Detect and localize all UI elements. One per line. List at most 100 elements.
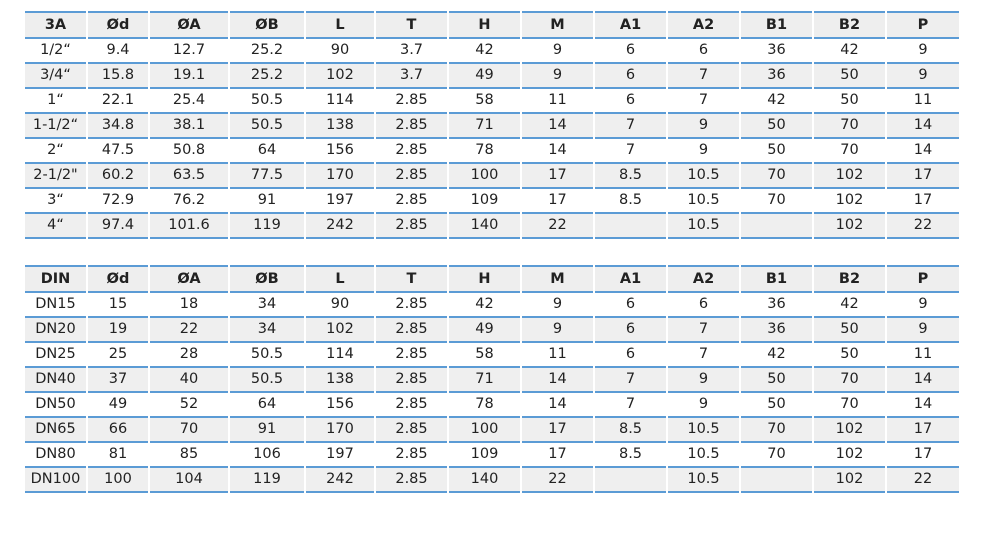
table-cell: 42 — [449, 293, 520, 318]
column-header: M — [522, 265, 593, 293]
table-cell — [595, 214, 666, 239]
table-cell: 15.8 — [88, 64, 148, 89]
table-cell: 36 — [741, 39, 812, 64]
table-cell: 7 — [595, 368, 666, 393]
table-cell: 97.4 — [88, 214, 148, 239]
column-header: 3A — [25, 11, 86, 39]
table-cell: 49 — [88, 393, 148, 418]
header-row: DIN Ød ØA ØB L T H M A1 A2 B1 B2 P — [25, 265, 959, 293]
table-cell: 6 — [595, 343, 666, 368]
table-cell: 14 — [887, 368, 959, 393]
table-cell: 9 — [887, 39, 959, 64]
table-cell: 100 — [449, 418, 520, 443]
table-row: DN25 25 28 50.5 114 2.85 58 11 6 7 42 50 11 — [25, 343, 959, 368]
table-cell: 70 — [814, 114, 885, 139]
table-cell: 50 — [741, 139, 812, 164]
table-row: DN15 15 18 34 90 2.85 42 9 6 6 36 42 9 — [25, 293, 959, 318]
table-cell: 36 — [741, 64, 812, 89]
table-cell: 14 — [887, 393, 959, 418]
table-cell: 42 — [814, 293, 885, 318]
table-cell: 9 — [522, 39, 593, 64]
table-cell: 17 — [522, 418, 593, 443]
table-cell: 9 — [522, 293, 593, 318]
table-cell: 42 — [814, 39, 885, 64]
table-cell: DN25 — [25, 343, 86, 368]
table-cell: 170 — [306, 418, 374, 443]
table-cell: 90 — [306, 293, 374, 318]
table-cell: 49 — [449, 64, 520, 89]
table-cell: 42 — [741, 343, 812, 368]
table-cell: 9 — [668, 114, 739, 139]
table-cell: 2.85 — [376, 114, 447, 139]
table-cell: 70 — [741, 443, 812, 468]
table-cell: 1/2“ — [25, 39, 86, 64]
table-cell: 34 — [230, 293, 304, 318]
table-cell: 11 — [887, 343, 959, 368]
table-cell: 22.1 — [88, 89, 148, 114]
table-row: 2“ 47.5 50.8 64 156 2.85 78 14 7 9 50 70 14 — [25, 139, 959, 164]
table-cell: 197 — [306, 189, 374, 214]
table-cell: 22 — [150, 318, 228, 343]
table-cell: 3.7 — [376, 64, 447, 89]
table-cell: 2.85 — [376, 393, 447, 418]
table-cell: 2.85 — [376, 343, 447, 368]
table-cell: 64 — [230, 393, 304, 418]
table-row: DN40 37 40 50.5 138 2.85 71 14 7 9 50 70 14 — [25, 368, 959, 393]
table-cell: 34 — [230, 318, 304, 343]
table-cell: 38.1 — [150, 114, 228, 139]
table-cell: 71 — [449, 368, 520, 393]
table-cell: 22 — [887, 468, 959, 493]
table-cell: 9 — [668, 368, 739, 393]
table-cell: 72.9 — [88, 189, 148, 214]
column-header: Ød — [88, 265, 148, 293]
column-header: L — [306, 265, 374, 293]
table-cell: 102 — [814, 189, 885, 214]
table-cell: 100 — [88, 468, 148, 493]
table-cell: 6 — [595, 293, 666, 318]
table-cell: 7 — [668, 318, 739, 343]
table-cell: 3“ — [25, 189, 86, 214]
table-cell: 47.5 — [88, 139, 148, 164]
header-row: 3A Ød ØA ØB L T H M A1 A2 B1 B2 P — [25, 11, 959, 39]
table-cell: 14 — [522, 139, 593, 164]
table-cell: 50 — [814, 343, 885, 368]
table-cell: 50 — [814, 64, 885, 89]
column-header: ØA — [150, 11, 228, 39]
table-cell: 109 — [449, 189, 520, 214]
table-cell: 10.5 — [668, 214, 739, 239]
table-cell: 17 — [887, 189, 959, 214]
column-header: P — [887, 11, 959, 39]
table-cell: 10.5 — [668, 468, 739, 493]
table-cell: 2.85 — [376, 468, 447, 493]
table-cell: 1“ — [25, 89, 86, 114]
table-cell: 50.5 — [230, 368, 304, 393]
table-cell: 63.5 — [150, 164, 228, 189]
table-cell: 109 — [449, 443, 520, 468]
table-cell: 66 — [88, 418, 148, 443]
table-cell: 14 — [522, 393, 593, 418]
table-cell: 50 — [741, 393, 812, 418]
table-cell: 40 — [150, 368, 228, 393]
table-cell: 6 — [595, 318, 666, 343]
table-cell: 22 — [887, 214, 959, 239]
table-cell: 10.5 — [668, 443, 739, 468]
column-header: ØB — [230, 265, 304, 293]
column-header: A2 — [668, 11, 739, 39]
table-cell: 104 — [150, 468, 228, 493]
table-cell: 11 — [887, 89, 959, 114]
table-cell: 119 — [230, 468, 304, 493]
table-cell: 70 — [814, 139, 885, 164]
table-cell: 9 — [887, 64, 959, 89]
table-cell: 3/4“ — [25, 64, 86, 89]
table-cell: 91 — [230, 189, 304, 214]
table-row: 1/2“ 9.4 12.7 25.2 90 3.7 42 9 6 6 36 42 9 — [25, 39, 959, 64]
table-cell: 58 — [449, 343, 520, 368]
table-cell: 42 — [449, 39, 520, 64]
table-cell — [741, 468, 812, 493]
table-cell: 50.5 — [230, 114, 304, 139]
table-cell: 2.85 — [376, 89, 447, 114]
table-cell: 6 — [668, 293, 739, 318]
table-cell: 2.85 — [376, 418, 447, 443]
column-header: B1 — [741, 265, 812, 293]
table-cell: 64 — [230, 139, 304, 164]
